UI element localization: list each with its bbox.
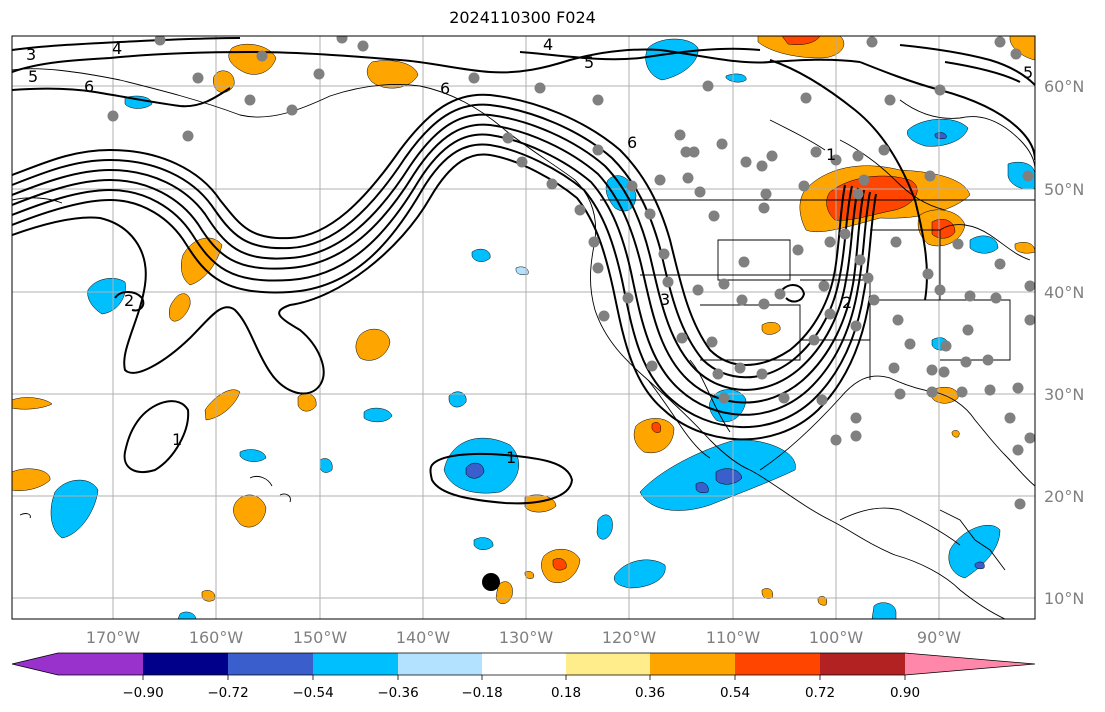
lat-tick-label: 50°N bbox=[1044, 180, 1084, 199]
colorbar-tick-label: −0.18 bbox=[461, 685, 502, 701]
colorbar-max-extend bbox=[905, 653, 1035, 675]
colorbar-bin bbox=[735, 653, 820, 675]
lon-axis: 170°W 160°W 150°W 140°W 130°W 120°W 110°… bbox=[86, 628, 961, 647]
contour-label: 2 bbox=[124, 291, 134, 310]
marked-point bbox=[482, 573, 500, 591]
contour-label: 1 bbox=[172, 430, 182, 449]
colorbar-tick-label: −0.54 bbox=[292, 685, 333, 701]
contour-label: 4 bbox=[112, 39, 122, 58]
lon-tick-label: 140°W bbox=[396, 628, 451, 647]
colorbar-tick-label: 0.18 bbox=[551, 685, 581, 701]
lon-tick-label: 90°W bbox=[917, 628, 961, 647]
contour-label: 5 bbox=[584, 53, 594, 72]
lat-tick-label: 10°N bbox=[1044, 589, 1084, 608]
colorbar-tick-label: −0.36 bbox=[377, 685, 418, 701]
colorbar-tick-label: −0.90 bbox=[122, 685, 163, 701]
lat-axis: 60°N 50°N 40°N 30°N 20°N 10°N bbox=[1044, 77, 1084, 608]
contour-label: 4 bbox=[543, 35, 553, 54]
lon-tick-label: 160°W bbox=[189, 628, 244, 647]
colorbar-tick-label: 0.72 bbox=[805, 685, 835, 701]
lat-tick-label: 40°N bbox=[1044, 283, 1084, 302]
lon-tick-label: 170°W bbox=[86, 628, 141, 647]
contour-label: 5 bbox=[1023, 63, 1033, 82]
graticule bbox=[12, 36, 1035, 619]
contour-label: 6 bbox=[627, 133, 637, 152]
lon-tick-label: 120°W bbox=[602, 628, 657, 647]
colorbar-bin bbox=[482, 653, 566, 675]
colorbar-bin bbox=[566, 653, 650, 675]
colorbar-bin bbox=[398, 653, 482, 675]
colorbar-tick-label: 0.90 bbox=[890, 685, 920, 701]
colorbar-bin bbox=[820, 653, 905, 675]
contour-label: 5 bbox=[28, 67, 38, 86]
colorbar: −0.90 −0.72 −0.54 −0.36 −0.18 0.18 0.36 … bbox=[11, 652, 1036, 701]
colorbar-bin bbox=[650, 653, 735, 675]
map-background bbox=[12, 36, 1035, 619]
lon-tick-label: 110°W bbox=[706, 628, 761, 647]
colorbar-tick-label: −0.72 bbox=[207, 685, 248, 701]
colorbar-ticks bbox=[142, 675, 906, 680]
colorbar-bin bbox=[143, 653, 228, 675]
colorbar-min-extend bbox=[12, 653, 58, 675]
lon-tick-label: 130°W bbox=[499, 628, 554, 647]
map-title: 2024110300 F024 bbox=[449, 8, 596, 27]
contour-label: 1 bbox=[826, 145, 836, 164]
lon-tick-label: 150°W bbox=[293, 628, 348, 647]
contour-lines bbox=[12, 37, 1035, 505]
coastlines bbox=[12, 68, 1035, 619]
lat-tick-label: 20°N bbox=[1044, 487, 1084, 506]
contour-label: 3 bbox=[660, 290, 670, 309]
colorbar-bin bbox=[228, 653, 313, 675]
colorbar-tick-label: 0.54 bbox=[720, 685, 750, 701]
contour-label: 1 bbox=[506, 448, 516, 467]
contour-label: 6 bbox=[440, 79, 450, 98]
colorbar-tick-label: 0.36 bbox=[635, 685, 665, 701]
contour-label-group: 3 5 6 5 4 6 6 2 3 1 1 5 4 2 1 bbox=[26, 35, 1033, 467]
contour-label: 3 bbox=[26, 45, 36, 64]
map-frame bbox=[11, 35, 1036, 620]
lat-tick-label: 30°N bbox=[1044, 385, 1084, 404]
contour-label: 6 bbox=[84, 77, 94, 96]
anomaly-fills bbox=[12, 36, 1035, 619]
station-markers bbox=[107, 36, 1035, 510]
lat-tick-label: 60°N bbox=[1044, 77, 1084, 96]
colorbar-bin bbox=[313, 653, 398, 675]
contour-label: 2 bbox=[842, 293, 852, 312]
colorbar-bin bbox=[58, 653, 143, 675]
lon-tick-label: 100°W bbox=[809, 628, 864, 647]
